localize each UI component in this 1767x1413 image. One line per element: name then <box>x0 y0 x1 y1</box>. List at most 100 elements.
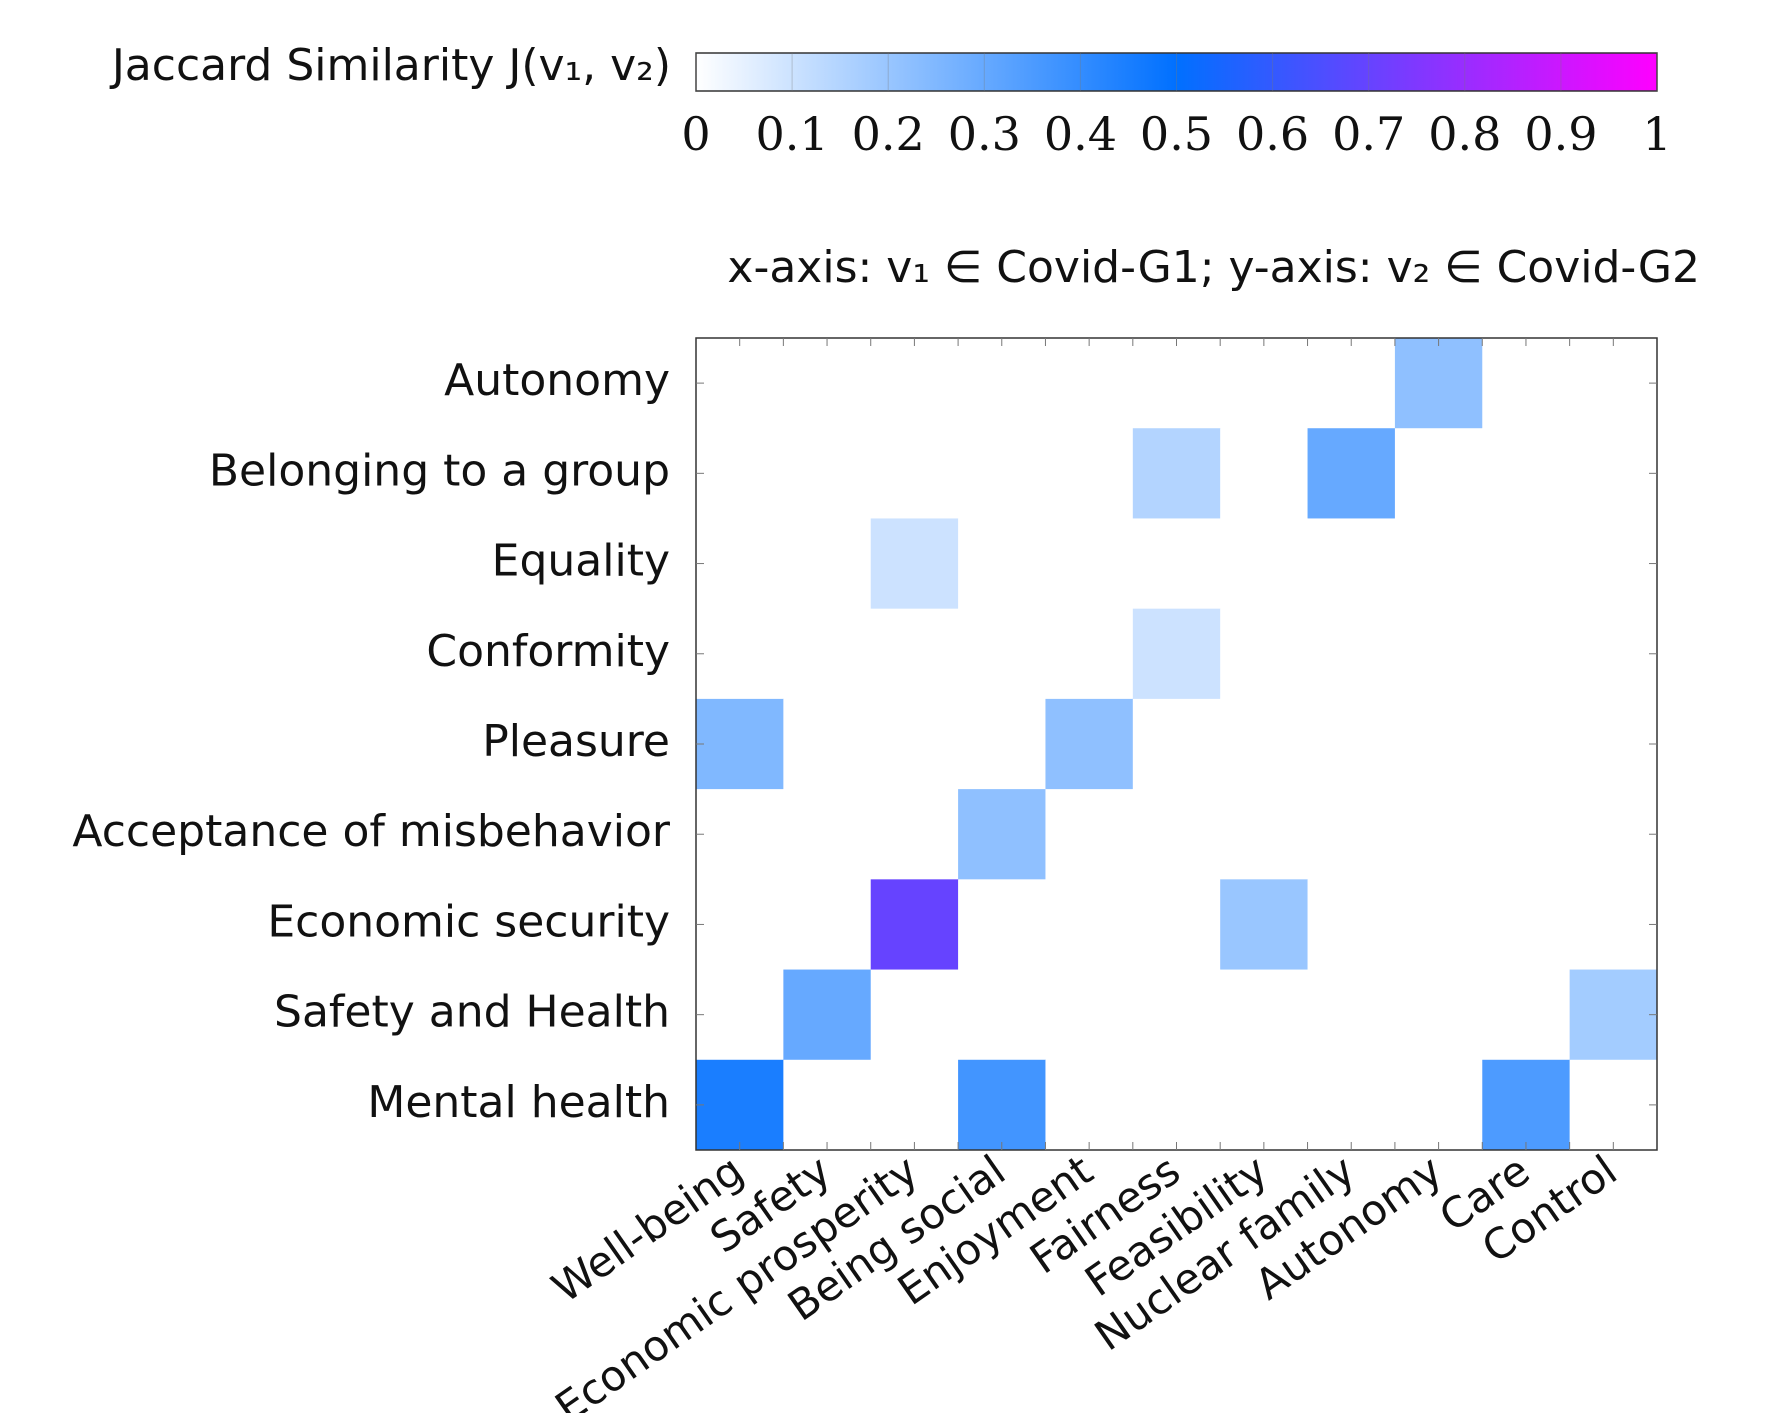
heatmap-cell <box>1569 428 1658 519</box>
heatmap-cell <box>958 879 1046 971</box>
heatmap-cell <box>1132 428 1221 519</box>
heatmap-cell <box>958 698 1046 790</box>
colorbar-label: Jaccard Similarity J(v₁, v₂) <box>109 40 671 91</box>
y-tick-label: Acceptance of misbehavior <box>72 806 670 857</box>
heatmap-cell <box>1045 879 1134 971</box>
heatmap-cell <box>1569 1059 1658 1151</box>
heatmap-cell <box>1307 428 1396 519</box>
heatmap-cell <box>1132 608 1221 700</box>
chart-title: x-axis: v₁ ∈ Covid-G1; y-axis: v₂ ∈ Covi… <box>727 242 1700 293</box>
heatmap-cell <box>870 1059 959 1151</box>
heatmap-cell <box>1307 789 1396 880</box>
heatmap-cell <box>870 698 959 790</box>
heatmap-cell <box>1569 789 1658 880</box>
heatmap-cell <box>870 518 959 610</box>
heatmap-cell <box>1220 698 1309 790</box>
y-tick-label: Pleasure <box>482 716 670 767</box>
heatmap-cell <box>870 338 959 429</box>
colorbar <box>695 52 1658 92</box>
y-tick-label: Mental health <box>367 1077 670 1128</box>
heatmap-cell <box>783 608 872 700</box>
heatmap-cell <box>1569 608 1658 700</box>
heatmap-cell <box>958 428 1046 519</box>
heatmap-cell <box>1569 879 1658 971</box>
heatmap-cell <box>696 1059 784 1151</box>
y-tick-label: Equality <box>492 536 670 587</box>
colorbar-tick-label: 0.9 <box>1524 107 1597 161</box>
heatmap-cell <box>1132 698 1221 790</box>
colorbar-tick-label: 0.6 <box>1236 107 1309 161</box>
heatmap-cell <box>696 608 784 700</box>
heatmap-cell <box>1569 518 1658 610</box>
heatmap-cell <box>958 1059 1046 1151</box>
heatmap-cell <box>1394 789 1483 880</box>
heatmap-cell <box>870 608 959 700</box>
heatmap-cell <box>696 789 784 880</box>
heatmap-cell <box>783 1059 872 1151</box>
heatmap-cell <box>1220 789 1309 880</box>
heatmap-cell <box>1394 969 1483 1061</box>
heatmap-cell <box>696 428 784 519</box>
heatmap-cell <box>958 338 1046 429</box>
heatmap-cell <box>783 518 872 610</box>
heatmap-cell <box>1569 969 1658 1061</box>
heatmap-cell <box>1132 879 1221 971</box>
colorbar-tick-label: 0.8 <box>1428 107 1501 161</box>
heatmap-cell <box>783 338 872 429</box>
colorbar-tick-label: 0.5 <box>1140 107 1213 161</box>
heatmap-cell <box>1132 1059 1221 1151</box>
heatmap-cell <box>1482 1059 1571 1151</box>
heatmap-cell <box>1307 698 1396 790</box>
heatmap-cell <box>783 879 872 971</box>
heatmap-cell <box>783 969 872 1061</box>
colorbar-tick-label: 0.4 <box>1044 107 1117 161</box>
heatmap-cell <box>1045 608 1134 700</box>
heatmap-cell <box>1307 338 1396 429</box>
colorbar-tick-label: 0.3 <box>948 107 1021 161</box>
heatmap-cell <box>783 789 872 880</box>
heatmap-cell <box>1220 879 1309 971</box>
heatmap-cell <box>1045 338 1134 429</box>
heatmap-cell <box>1394 608 1483 700</box>
y-tick-label: Belonging to a group <box>209 445 670 496</box>
heatmap-cell <box>1045 969 1134 1061</box>
heatmap-cell <box>696 338 784 429</box>
heatmap-cell <box>1482 608 1571 700</box>
heatmap-cell <box>696 698 784 790</box>
heatmap-cell <box>1482 698 1571 790</box>
heatmap-cell <box>1220 969 1309 1061</box>
heatmap-cell <box>1220 428 1309 519</box>
heatmap-cell <box>870 428 959 519</box>
heatmap-cell <box>1045 698 1134 790</box>
heatmap-cell <box>1220 608 1309 700</box>
heatmap-cell <box>783 698 872 790</box>
heatmap-cell <box>958 969 1046 1061</box>
heatmap-cell <box>1132 789 1221 880</box>
heatmap-cell <box>1045 1059 1134 1151</box>
heatmap-cell <box>696 969 784 1061</box>
heatmap-cell <box>1132 518 1221 610</box>
heatmap-cell <box>1220 518 1309 610</box>
heatmap-cell <box>696 879 784 971</box>
heatmap-cell <box>1394 428 1483 519</box>
heatmap-cell <box>1045 428 1134 519</box>
y-tick-label: Economic security <box>267 896 670 947</box>
y-tick-label: Autonomy <box>444 355 670 406</box>
heatmap-cell <box>1482 789 1571 880</box>
heatmap-cell <box>1045 789 1134 880</box>
heatmap-cell <box>783 428 872 519</box>
heatmap-cell <box>1045 518 1134 610</box>
heatmap-cell <box>1482 338 1571 429</box>
colorbar-tick-label: 0.2 <box>852 107 925 161</box>
colorbar-tick-label: 0.1 <box>756 107 829 161</box>
heatmap-cell <box>1132 969 1221 1061</box>
heatmap-cell <box>1569 698 1658 790</box>
heatmap-cell <box>958 518 1046 610</box>
heatmap-cell <box>1394 879 1483 971</box>
heatmap-cell <box>1307 1059 1396 1151</box>
heatmap-cell <box>870 789 959 880</box>
heatmap-cell <box>1394 1059 1483 1151</box>
heatmap-cell <box>1132 338 1221 429</box>
heatmap-cell <box>1569 338 1658 429</box>
